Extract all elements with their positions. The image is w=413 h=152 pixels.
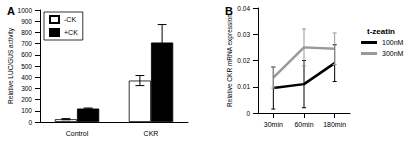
svg-text:800: 800 bbox=[21, 29, 32, 36]
svg-text:300: 300 bbox=[21, 85, 32, 92]
svg-text:A: A bbox=[7, 5, 15, 17]
svg-text:0: 0 bbox=[28, 119, 32, 126]
svg-text:600: 600 bbox=[21, 51, 32, 58]
svg-text:0.02: 0.02 bbox=[237, 57, 250, 64]
svg-text:1000: 1000 bbox=[18, 7, 33, 14]
svg-text:300nM: 300nM bbox=[382, 50, 404, 57]
svg-text:0.03: 0.03 bbox=[237, 31, 250, 38]
svg-text:CKR: CKR bbox=[144, 130, 159, 137]
svg-text:100nM: 100nM bbox=[382, 39, 404, 46]
svg-text:Control: Control bbox=[66, 130, 89, 137]
svg-text:200: 200 bbox=[21, 96, 32, 103]
svg-text:+CK: +CK bbox=[64, 29, 78, 36]
svg-text:30min: 30min bbox=[264, 121, 283, 128]
svg-text:180min: 180min bbox=[323, 121, 346, 128]
svg-text:900: 900 bbox=[21, 18, 32, 25]
svg-text:500: 500 bbox=[21, 63, 32, 70]
svg-text:-CK: -CK bbox=[64, 16, 76, 23]
svg-text:60min: 60min bbox=[294, 121, 313, 128]
svg-text:0.04: 0.04 bbox=[237, 5, 250, 12]
svg-text:B: B bbox=[225, 5, 233, 17]
svg-text:100: 100 bbox=[21, 107, 32, 114]
svg-text:t-zeatin: t-zeatin bbox=[367, 27, 395, 36]
svg-text:Relative CKR mRNA expression: Relative CKR mRNA expression bbox=[226, 14, 234, 107]
svg-text:400: 400 bbox=[21, 74, 32, 81]
svg-text:Relative LUC/GUS activity: Relative LUC/GUS activity bbox=[7, 27, 15, 104]
svg-text:0.01: 0.01 bbox=[237, 83, 250, 90]
svg-text:0: 0 bbox=[246, 110, 250, 117]
svg-text:700: 700 bbox=[21, 40, 32, 47]
